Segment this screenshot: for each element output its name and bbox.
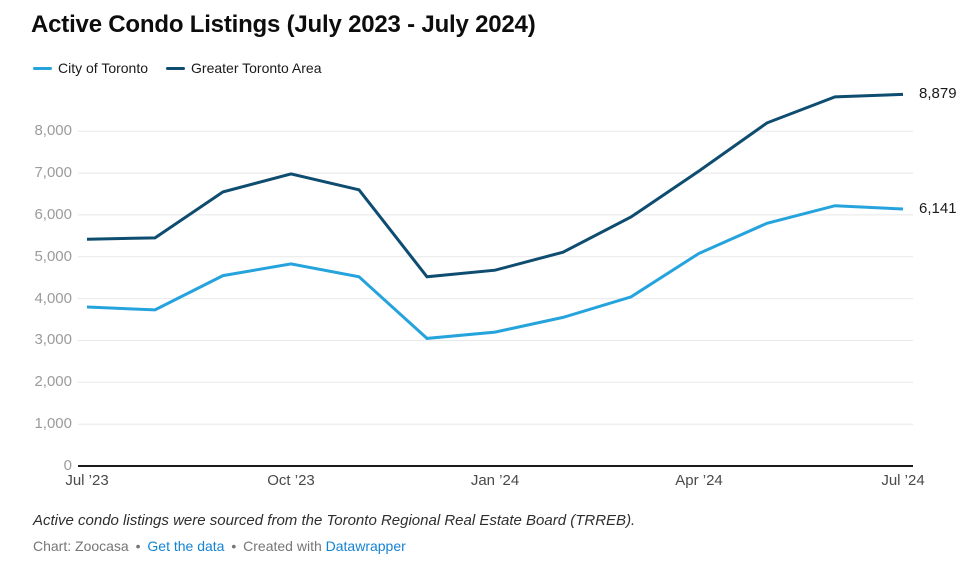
line-city-of-toronto: [86, 204, 904, 340]
get-the-data-link[interactable]: Get the data: [147, 538, 225, 554]
end-value-label-city-of-toronto: 6,141: [919, 200, 957, 217]
legend-label-gta: Greater Toronto Area: [191, 60, 322, 76]
y-axis-tick-label: 2,000: [34, 373, 72, 391]
separator-dot: •: [231, 538, 237, 554]
x-axis-tick-label: Jul ’24: [881, 472, 925, 489]
y-axis-tick-label: 3,000: [34, 331, 72, 349]
gta-line-swatch-icon: [166, 66, 186, 70]
legend-label-city: City of Toronto: [58, 60, 149, 76]
created-with-label: Created with: [243, 538, 322, 554]
legend: City of Toronto Greater Toronto Area: [33, 60, 322, 76]
legend-item-city-of-toronto: City of Toronto: [33, 60, 148, 76]
line-greater-toronto-area: [86, 92, 904, 279]
city-line-swatch-icon: [33, 66, 52, 70]
separator-dot: •: [135, 538, 141, 554]
x-axis-tick-label: Apr ’24: [675, 472, 723, 489]
x-axis-tick-label: Jan ’24: [470, 472, 520, 489]
source-note: Active condo listings were sourced from …: [33, 512, 636, 529]
legend-item-greater-toronto-area: Greater Toronto Area: [166, 60, 322, 76]
y-axis-tick-label: 4,000: [34, 289, 72, 307]
y-axis-tick-label: 6,000: [34, 205, 72, 223]
y-axis-tick-label: 1,000: [34, 415, 72, 433]
byline: Chart: Zoocasa • Get the data • Created …: [33, 538, 406, 554]
x-axis-tick-label: Oct ’23: [267, 472, 315, 489]
chart-credit-label: Chart: Zoocasa: [33, 538, 129, 554]
y-axis-tick-label: 8,000: [34, 122, 72, 140]
x-axis-tick-label: Jul ’23: [65, 472, 109, 489]
end-value-label-greater-toronto-area: 8,879: [919, 85, 957, 103]
plot-svg: [78, 92, 913, 467]
y-axis-tick-label: 5,000: [34, 247, 72, 265]
y-axis-tick-label: 7,000: [34, 164, 72, 182]
y-axis-tick-label: 0: [63, 457, 72, 474]
datawrapper-link[interactable]: Datawrapper: [325, 538, 406, 554]
chart-title: Active Condo Listings (July 2023 - July …: [31, 11, 536, 38]
